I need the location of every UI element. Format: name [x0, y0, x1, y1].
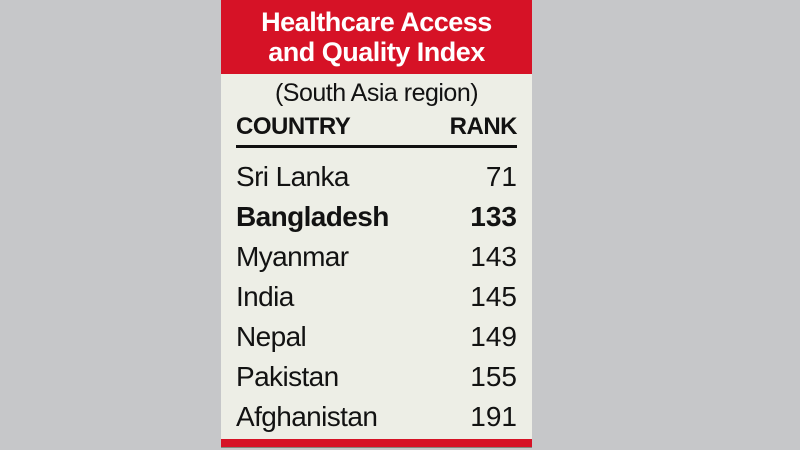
table-body: Sri Lanka 71 Bangladesh 133 Myanmar 143 …	[221, 157, 532, 437]
table-row: Pakistan 155	[221, 357, 532, 397]
table-row: Myanmar 143	[221, 237, 532, 277]
column-header-rank: RANK	[449, 113, 518, 140]
country-cell: Sri Lanka	[236, 161, 349, 192]
country-cell: Nepal	[236, 321, 307, 352]
subtitle-region: (South Asia region)	[274, 79, 479, 107]
rank-cell: 191	[470, 401, 517, 432]
rank-cell: 155	[470, 361, 517, 392]
rank-cell: 145	[470, 281, 517, 312]
title-line-2: and Quality Index	[268, 37, 485, 67]
footer-accent-bar	[221, 439, 532, 447]
country-cell: Bangladesh	[236, 201, 389, 232]
table-row: Afghanistan 191	[221, 397, 532, 437]
title-line-1: Healthcare Access	[261, 7, 492, 37]
table-row: India 145	[221, 277, 532, 317]
table-column-headers: COUNTRY RANK	[236, 112, 518, 142]
title-banner: Healthcare Access and Quality Index	[221, 0, 532, 74]
header-underline	[236, 145, 517, 148]
table-row: Nepal 149	[221, 317, 532, 357]
rank-cell: 71	[485, 161, 517, 192]
country-cell: India	[236, 281, 294, 312]
infographic-card: Healthcare Access and Quality Index (Sou…	[221, 0, 532, 447]
column-header-country: COUNTRY	[236, 113, 351, 140]
country-cell: Afghanistan	[236, 401, 378, 432]
country-cell: Pakistan	[236, 361, 339, 392]
country-cell: Myanmar	[236, 241, 349, 272]
rank-cell: 149	[470, 321, 517, 352]
rank-cell: 143	[470, 241, 517, 272]
rank-cell: 133	[470, 201, 517, 232]
table-row-highlighted: Bangladesh 133	[221, 197, 532, 237]
table-row: Sri Lanka 71	[221, 157, 532, 197]
